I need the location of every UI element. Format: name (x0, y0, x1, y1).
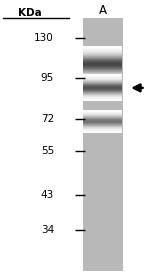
Bar (83, 62, 122, 63)
Bar (83, 63, 122, 64)
Text: 72: 72 (41, 114, 54, 124)
Bar (83, 67, 122, 68)
Bar (83, 46, 122, 47)
Bar (83, 61, 122, 62)
Text: 43: 43 (41, 190, 54, 200)
Text: A: A (99, 4, 107, 17)
Bar (83, 69, 122, 70)
Bar (83, 64, 122, 65)
Text: 130: 130 (34, 33, 54, 43)
Bar (83, 52, 122, 53)
Bar (83, 51, 122, 52)
Bar (83, 57, 122, 58)
Bar (83, 47, 122, 48)
Bar (83, 72, 122, 73)
Bar (83, 77, 122, 78)
Bar (83, 70, 122, 71)
Bar (83, 48, 122, 49)
Bar (83, 65, 122, 66)
Bar (83, 53, 122, 54)
Bar (83, 78, 122, 79)
Bar (83, 49, 122, 50)
Bar (83, 79, 122, 80)
Bar (83, 75, 122, 76)
Bar (83, 76, 122, 77)
Bar (83, 73, 122, 74)
Bar (83, 80, 122, 81)
Bar (83, 55, 122, 56)
Bar (83, 58, 122, 59)
Bar (83, 54, 122, 55)
Bar (83, 68, 122, 69)
Bar (83, 82, 122, 83)
Bar (83, 56, 122, 57)
Bar (83, 81, 122, 82)
Text: 55: 55 (41, 146, 54, 156)
Bar (83, 71, 122, 72)
Text: 34: 34 (41, 225, 54, 235)
Bar (82, 18, 123, 271)
Bar (83, 74, 122, 75)
Text: 95: 95 (41, 73, 54, 83)
Bar (83, 60, 122, 61)
Bar (83, 66, 122, 67)
Bar (83, 50, 122, 51)
Bar (83, 59, 122, 60)
Text: KDa: KDa (18, 8, 42, 18)
